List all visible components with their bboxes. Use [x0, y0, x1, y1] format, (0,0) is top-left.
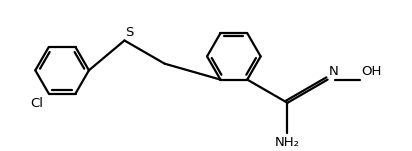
- Text: N: N: [329, 65, 339, 78]
- Text: Cl: Cl: [30, 97, 43, 110]
- Text: S: S: [125, 26, 133, 39]
- Text: OH: OH: [361, 65, 382, 78]
- Text: NH₂: NH₂: [275, 136, 300, 149]
